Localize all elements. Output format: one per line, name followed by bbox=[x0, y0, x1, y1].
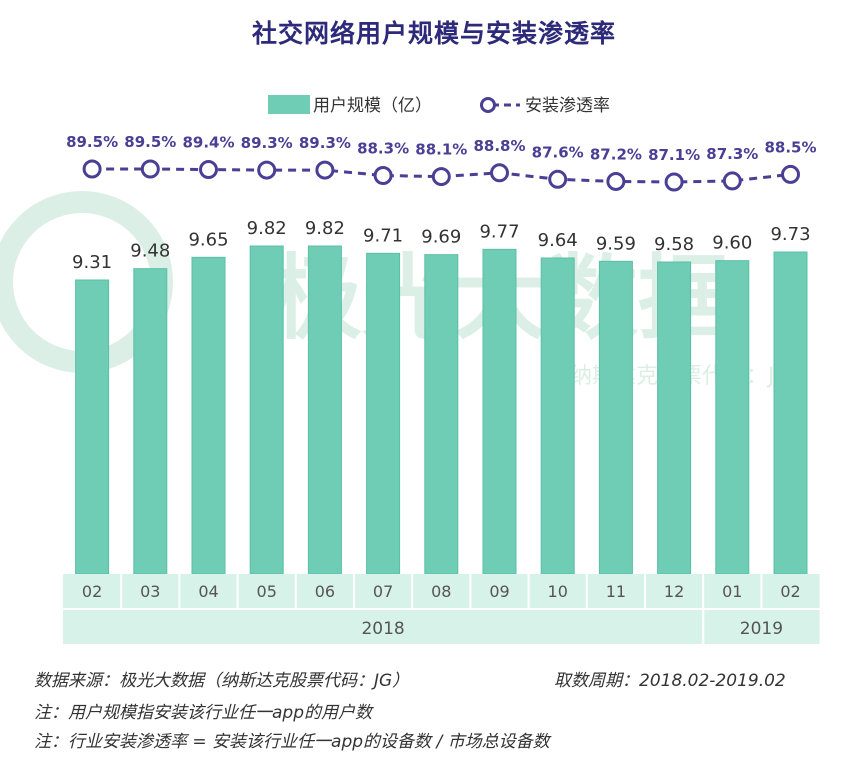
chart: 极光大数据纳斯达克股票代码：JG 用户规模（亿）安装渗透率 9.319.489.… bbox=[0, 95, 820, 644]
legend: 用户规模（亿） 安装渗透率 bbox=[268, 95, 610, 116]
bar bbox=[366, 252, 401, 575]
line-point bbox=[257, 160, 277, 180]
line-value-label: 89.3% bbox=[299, 134, 351, 152]
x-tick-label: 02 bbox=[780, 582, 800, 601]
x-tick-label: 03 bbox=[140, 582, 160, 601]
bar-value-label: 9.82 bbox=[305, 218, 345, 239]
line-point bbox=[490, 163, 509, 183]
legend-line-label: 安装渗透率 bbox=[525, 96, 610, 116]
line-point bbox=[606, 171, 626, 191]
x-tick-label: 04 bbox=[198, 582, 218, 601]
line-value-label: 89.5% bbox=[66, 133, 118, 151]
line-value-label: 87.3% bbox=[706, 145, 758, 163]
footnote-penetration: 注：行业安装渗透率 = 安装该行业任一app的设备数 / 市场总设备数 bbox=[34, 732, 550, 752]
bar-value-label: 9.58 bbox=[654, 234, 694, 255]
bar-value-label: 9.64 bbox=[538, 230, 578, 251]
year-label: 2018 bbox=[361, 619, 404, 639]
bar bbox=[715, 260, 750, 575]
line-value-label: 87.2% bbox=[590, 145, 642, 163]
line-value-label: 89.3% bbox=[241, 134, 293, 152]
line-value-label: 89.5% bbox=[124, 133, 176, 151]
x-tick-label: 08 bbox=[431, 582, 451, 601]
year-label: 2019 bbox=[740, 619, 783, 639]
bar-value-label: 9.82 bbox=[247, 218, 287, 239]
bar bbox=[773, 251, 808, 575]
x-tick-label: 01 bbox=[722, 582, 742, 601]
legend-bar-label: 用户规模（亿） bbox=[313, 96, 432, 116]
bar-value-label: 9.65 bbox=[188, 229, 228, 250]
line-point bbox=[199, 160, 218, 180]
chart-title: 社交网络用户规模与安装渗透率 bbox=[251, 19, 616, 48]
line-point bbox=[548, 169, 568, 189]
bar-value-label: 9.77 bbox=[479, 221, 519, 242]
x-tick-label: 12 bbox=[664, 582, 684, 601]
line-point bbox=[315, 160, 335, 180]
bar bbox=[249, 245, 284, 575]
footnote-user-scale: 注：用户规模指安装该行业任一app的用户数 bbox=[34, 703, 372, 723]
line-value-label: 87.1% bbox=[648, 146, 700, 164]
period-note: 取数周期：2018.02-2019.02 bbox=[554, 671, 786, 691]
bar bbox=[424, 254, 459, 575]
bar-value-label: 9.59 bbox=[596, 233, 636, 254]
line-point bbox=[781, 164, 800, 184]
line-point bbox=[664, 172, 684, 192]
bar-value-label: 9.31 bbox=[72, 252, 112, 273]
line-point bbox=[140, 159, 160, 179]
line-value-label: 88.8% bbox=[473, 137, 525, 155]
legend-line-marker bbox=[480, 97, 496, 113]
bar bbox=[482, 248, 517, 575]
x-tick-label: 10 bbox=[548, 582, 568, 601]
source-note: 数据来源：极光大数据（纳斯达克股票代码：JG） bbox=[34, 671, 410, 691]
bar bbox=[75, 279, 110, 575]
line-point bbox=[431, 167, 451, 187]
x-tick-label: 09 bbox=[489, 582, 509, 601]
x-tick-label: 11 bbox=[606, 582, 626, 601]
line-point bbox=[722, 171, 742, 191]
line-value-label: 88.5% bbox=[764, 138, 816, 156]
line-point bbox=[373, 166, 393, 185]
bar-series: 9.31 9.48 9.65 9.82 9.82 9.71 9.69 9.77 9.64 9.59… bbox=[72, 218, 811, 575]
bar bbox=[191, 256, 226, 575]
x-axis: 02 03 04 05 06 07 08 09 10 11 12 01 02 2018 2019 bbox=[63, 574, 820, 644]
x-tick-label: 05 bbox=[257, 582, 277, 601]
bar-value-label: 9.73 bbox=[770, 224, 810, 245]
bar-value-label: 9.48 bbox=[130, 241, 170, 262]
line-value-label: 88.1% bbox=[415, 141, 467, 159]
line-value-label: 87.6% bbox=[532, 143, 584, 161]
bar-value-label: 9.60 bbox=[712, 233, 752, 254]
bar bbox=[540, 257, 575, 575]
x-tick-label: 07 bbox=[373, 582, 393, 601]
line-point bbox=[82, 159, 102, 179]
legend-bar-swatch bbox=[268, 95, 310, 114]
line-series: 89.5% 89.5% 89.4% 89.3% 89.3% 88.3% 88.1% 88.8%… bbox=[66, 133, 817, 192]
line-value-label: 88.3% bbox=[357, 140, 409, 158]
bar bbox=[598, 260, 633, 575]
year-group-cell bbox=[63, 610, 704, 644]
bar-value-label: 9.71 bbox=[363, 225, 403, 246]
line-value-label: 89.4% bbox=[182, 134, 234, 152]
bar bbox=[133, 268, 168, 575]
year-group-cell bbox=[704, 610, 820, 644]
month-row bbox=[63, 574, 820, 608]
bar bbox=[307, 245, 342, 575]
x-tick-label: 02 bbox=[82, 582, 102, 601]
bar-value-label: 9.69 bbox=[421, 227, 461, 248]
x-tick-label: 06 bbox=[315, 582, 335, 601]
bar bbox=[657, 261, 692, 575]
